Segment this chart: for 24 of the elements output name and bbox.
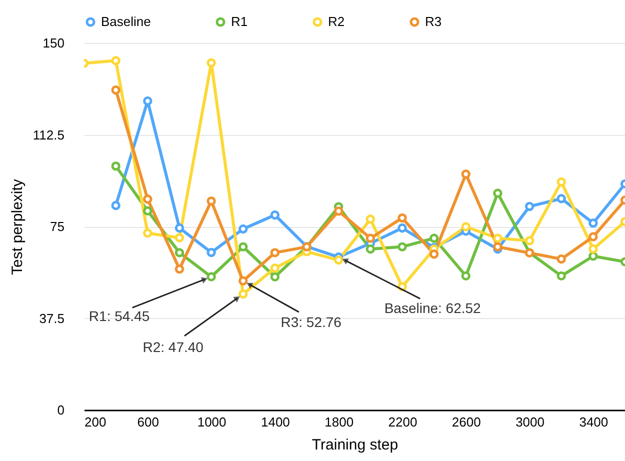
x-axis-title: Training step <box>312 436 398 454</box>
legend-label: R3 <box>425 14 442 29</box>
x-tick-label: 1400 <box>260 414 290 430</box>
y-tick-label: 150 <box>42 36 64 50</box>
x-tick-label: 2600 <box>452 414 481 430</box>
legend-label: R2 <box>328 14 345 29</box>
annotation: Baseline: 62.52 <box>384 300 482 316</box>
x-tick-label: 3400 <box>579 414 608 430</box>
x-tick-label: 3000 <box>516 414 544 430</box>
x-tick-label: 2200 <box>388 414 418 430</box>
annotation: R2: 47.40 <box>142 339 204 356</box>
x-tick-label: 600 <box>137 414 159 430</box>
annotation: R1: 54.45 <box>88 308 150 324</box>
y-tick-label: 112.5 <box>32 127 64 142</box>
y-tick-label: 75 <box>50 219 64 234</box>
x-tick-label: 200 <box>84 414 106 430</box>
x-tick-label: 1000 <box>197 414 226 430</box>
annotation: R3: 52.76 <box>280 314 342 330</box>
y-tick-label: 0 <box>57 402 64 418</box>
legend-label: Baseline <box>101 14 151 29</box>
x-tick-label: 1800 <box>324 414 354 430</box>
y-axis-title: Test perplexity <box>8 178 26 275</box>
legend-label: R1 <box>231 14 248 29</box>
y-tick-label: 37.5 <box>39 310 64 326</box>
